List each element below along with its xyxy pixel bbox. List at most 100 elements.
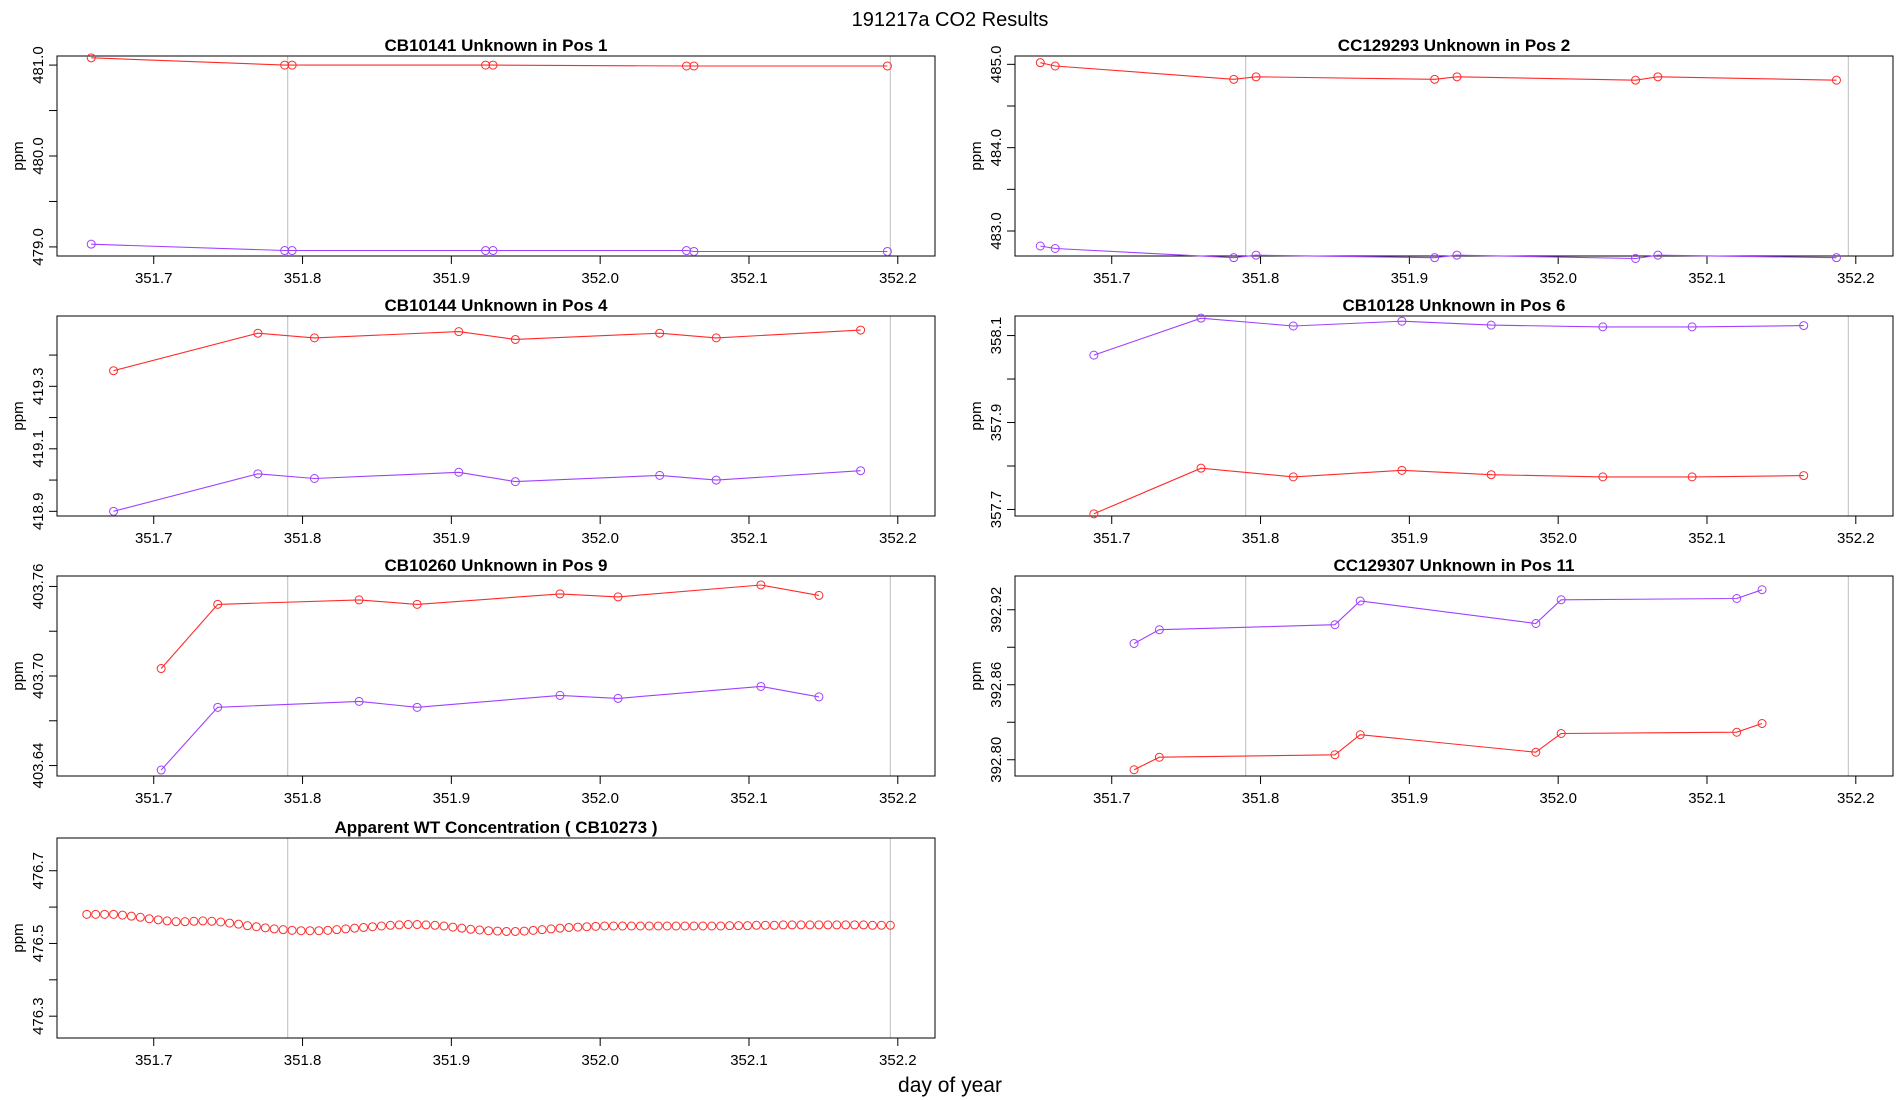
data-point	[1757, 719, 1767, 728]
data-point	[421, 920, 431, 930]
x-tick-label: 352.1	[730, 1052, 768, 1069]
data-point	[287, 60, 297, 70]
data-point	[280, 60, 290, 70]
data-point	[1288, 321, 1298, 331]
data-point	[225, 918, 235, 928]
data-point	[305, 926, 315, 936]
series-2	[156, 681, 824, 775]
data-point	[1757, 585, 1767, 595]
data-point	[253, 328, 263, 338]
data-point	[1598, 322, 1608, 332]
x-tick-label: 352.2	[879, 790, 917, 807]
data-point	[681, 61, 691, 71]
data-point	[671, 921, 681, 931]
panel-title: CB10144 Unknown in Pos 4	[385, 296, 608, 315]
data-point	[885, 920, 895, 930]
x-tick-label: 352.0	[1539, 790, 1577, 807]
data-point	[126, 911, 136, 921]
data-point	[662, 921, 672, 931]
data-point	[171, 917, 181, 927]
y-axis-label: ppm	[968, 661, 985, 690]
x-tick-label: 352.2	[1837, 270, 1875, 287]
x-tick-label: 351.9	[1391, 270, 1429, 287]
data-point	[1531, 747, 1541, 757]
data-point	[253, 469, 263, 479]
data-point	[1556, 729, 1566, 738]
data-point	[751, 920, 761, 930]
data-point	[403, 920, 413, 930]
series-1	[1035, 58, 1841, 85]
y-tick-label: 392.92	[988, 587, 1005, 633]
x-tick-label: 352.2	[1837, 790, 1875, 807]
data-point	[1330, 750, 1340, 760]
data-point	[260, 923, 270, 933]
series-line	[1093, 467, 1804, 515]
panel-title: CB10141 Unknown in Pos 1	[385, 36, 608, 55]
data-point	[100, 909, 110, 919]
data-point	[269, 924, 279, 934]
y-tick-label: 403.64	[30, 743, 47, 789]
data-point	[91, 909, 101, 919]
data-point	[1799, 471, 1809, 481]
data-point	[153, 915, 163, 925]
data-point	[707, 921, 717, 931]
data-point	[689, 246, 699, 256]
data-point	[350, 923, 360, 933]
data-point	[488, 60, 498, 70]
data-point	[555, 923, 565, 933]
x-tick-label: 351.8	[284, 1052, 322, 1069]
plot-frame	[56, 837, 936, 1039]
data-point	[454, 327, 464, 337]
data-point	[876, 920, 886, 930]
figure-title: 191217a CO2 Results	[852, 9, 1049, 31]
data-point	[689, 921, 699, 931]
y-axis-label: ppm	[968, 401, 985, 430]
data-point	[582, 922, 592, 932]
data-point	[501, 926, 511, 936]
x-tick-label: 351.8	[1242, 530, 1280, 547]
chart-panel-3: CB10144 Unknown in Pos 4 351.7 351.8 351.9 3…	[10, 296, 936, 547]
data-point	[1732, 727, 1742, 737]
y-axis-label: ppm	[10, 661, 27, 690]
series-line	[160, 685, 819, 771]
data-point	[814, 920, 824, 930]
data-point	[711, 475, 721, 485]
y-tick-label: 480.0	[30, 137, 47, 175]
y-tick-label: 419.3	[30, 368, 47, 406]
y-tick-label: 476.3	[30, 997, 47, 1035]
data-point	[537, 925, 547, 935]
series-line	[1040, 245, 1837, 260]
y-axis-label: ppm	[10, 401, 27, 430]
x-tick-label: 352.2	[879, 270, 917, 287]
y-tick-label: 357.9	[988, 404, 1005, 442]
series-2	[1035, 241, 1841, 263]
series-1	[1129, 585, 1767, 648]
series-line	[1093, 317, 1804, 356]
data-point	[716, 921, 726, 931]
data-point	[1653, 250, 1663, 260]
data-point	[1397, 316, 1407, 326]
series-line	[113, 470, 861, 512]
y-tick-label: 479.0	[30, 228, 47, 266]
data-point	[882, 246, 892, 256]
data-point	[1251, 250, 1261, 260]
series-1	[1089, 313, 1809, 360]
x-tick-label: 352.0	[581, 270, 619, 287]
data-point	[655, 328, 665, 338]
panel-title: CB10260 Unknown in Pos 9	[385, 556, 608, 575]
x-tick-label: 351.7	[135, 530, 173, 547]
data-point	[882, 61, 892, 71]
data-point	[1631, 75, 1641, 85]
data-point	[626, 921, 636, 931]
data-point	[180, 917, 190, 927]
series-2	[109, 466, 866, 516]
data-point	[734, 921, 744, 931]
data-point	[412, 599, 422, 609]
data-point	[1154, 752, 1164, 762]
data-point	[394, 920, 404, 930]
data-point	[314, 926, 324, 936]
x-axis-label: day of year	[898, 1074, 1002, 1097]
data-point	[528, 925, 538, 935]
data-point	[635, 921, 645, 931]
data-point	[1452, 72, 1462, 82]
